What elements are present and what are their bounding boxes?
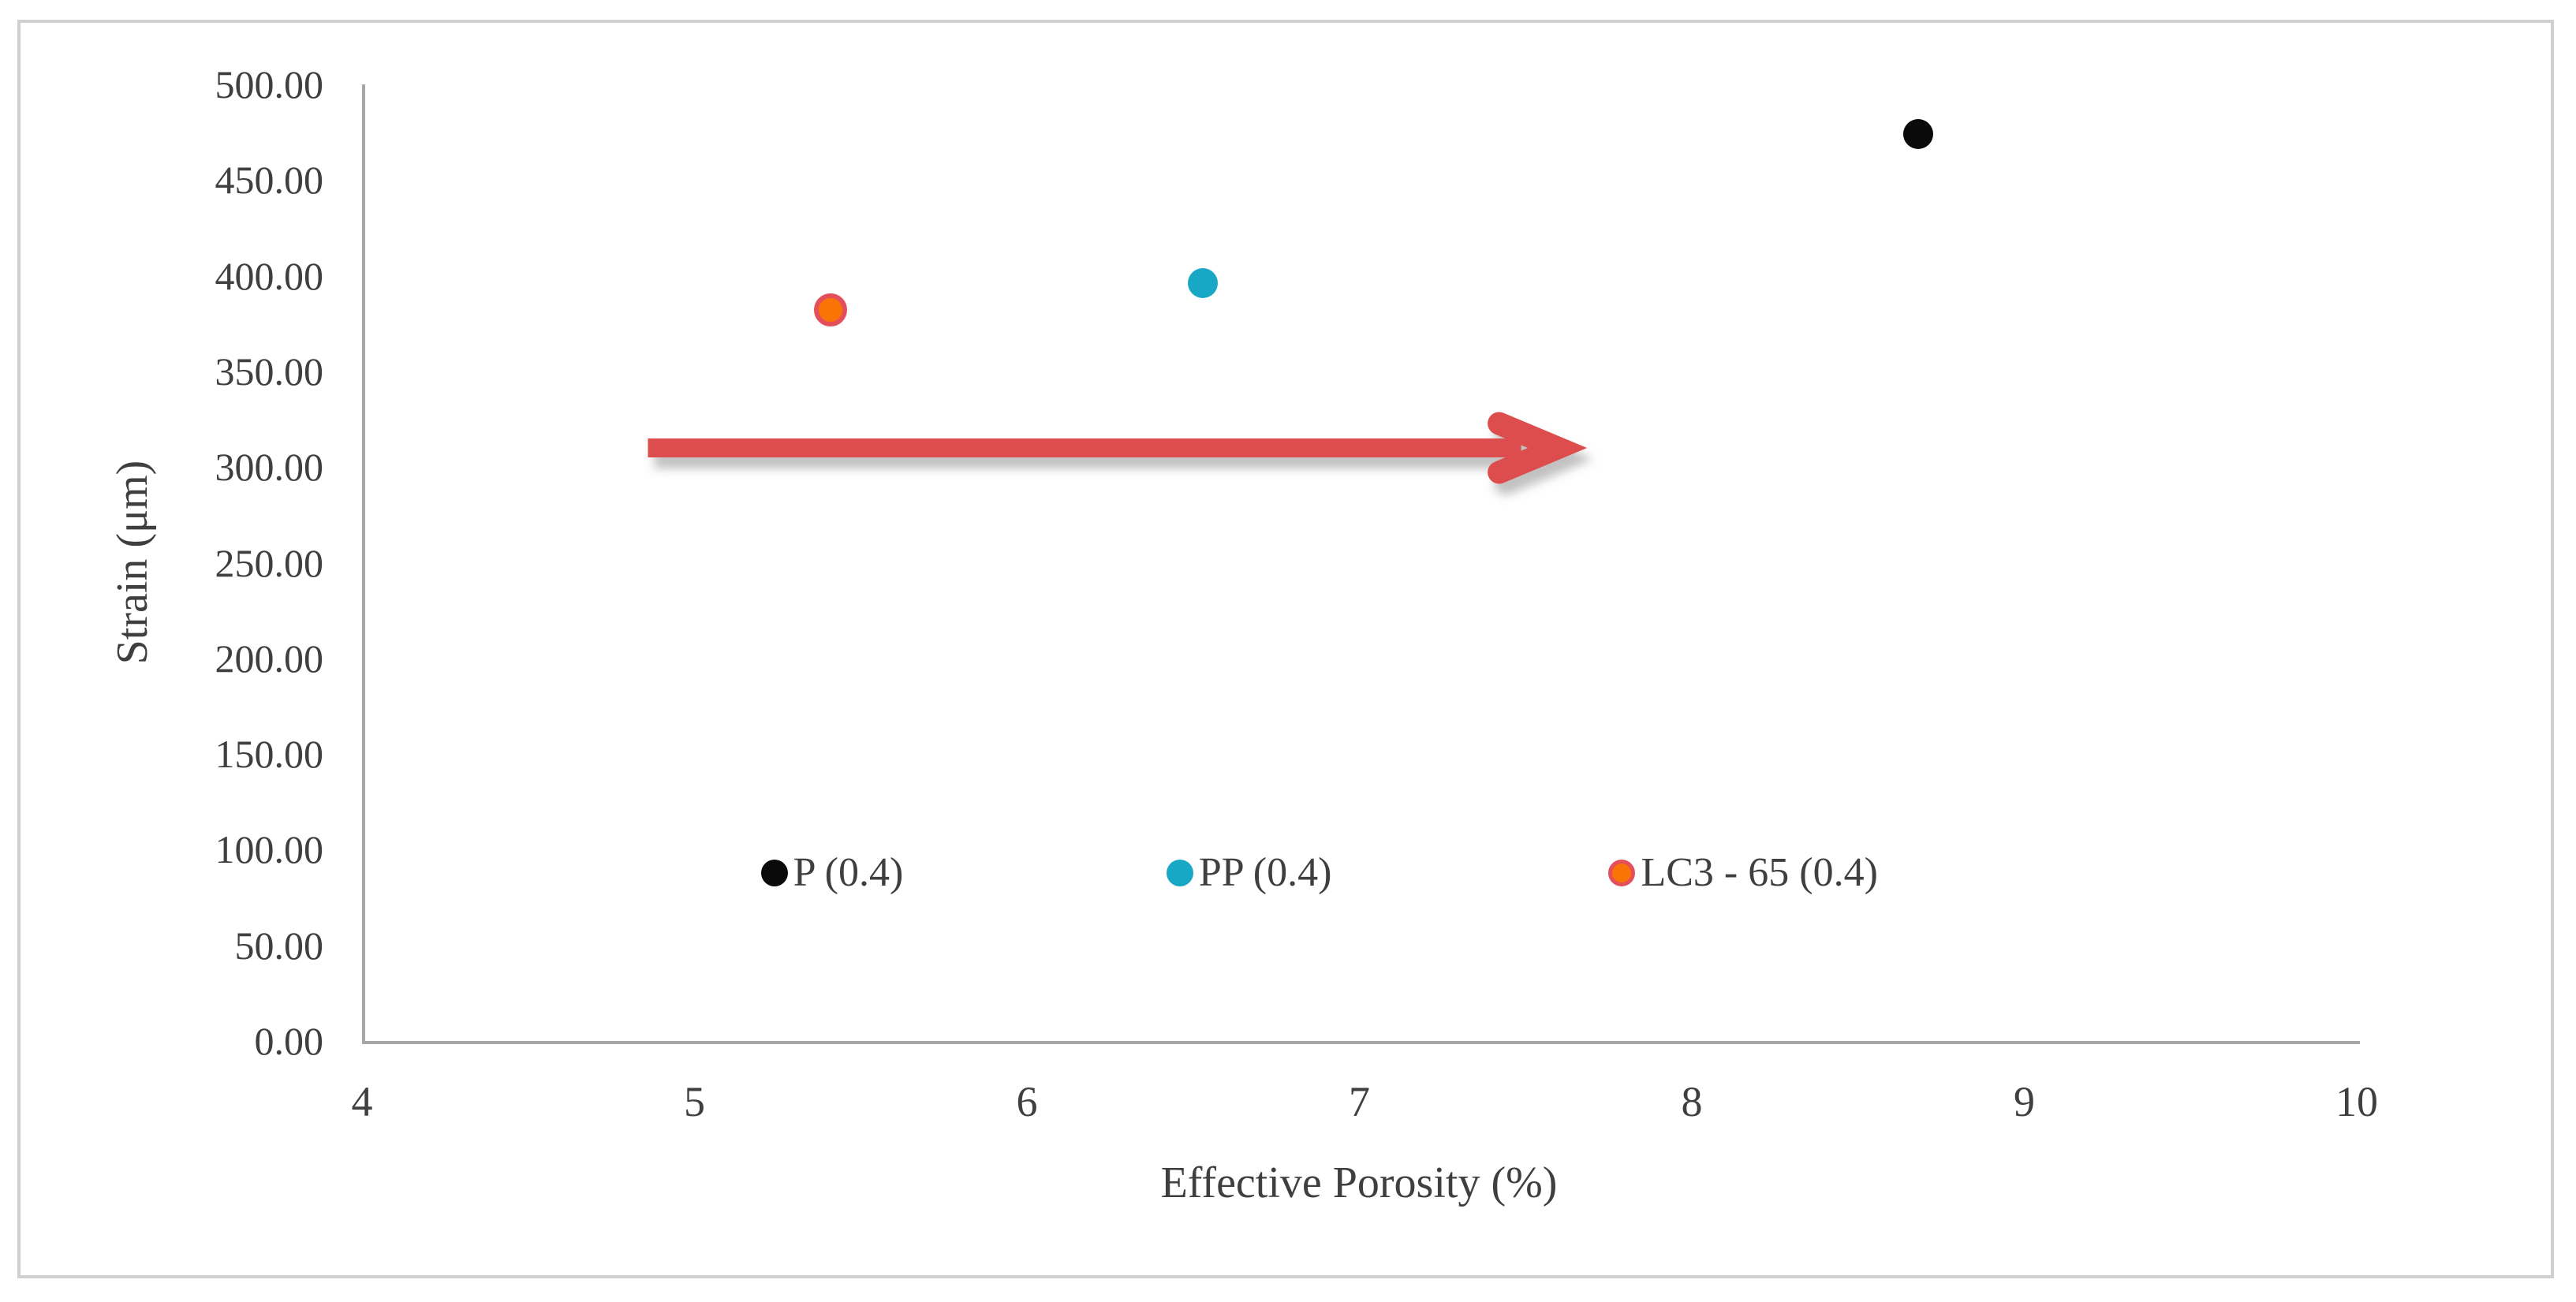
y-tick-label: 450.00 [215, 158, 324, 203]
x-tick-label: 6 [1016, 1078, 1038, 1125]
legend-marker [1608, 859, 1636, 886]
legend-marker [1166, 859, 1193, 886]
y-tick-label: 250.00 [215, 540, 324, 585]
data-point [814, 293, 848, 327]
legend-label: LC3 - 65 (0.4) [1641, 849, 1878, 895]
y-tick-label: 50.00 [234, 923, 324, 968]
y-axis-title: Strain (μm) [108, 460, 157, 665]
x-tick-label: 5 [684, 1078, 705, 1125]
y-tick-label: 500.00 [215, 62, 324, 106]
legend-label: PP (0.4) [1198, 849, 1332, 895]
x-axis-title: Effective Porosity (%) [1160, 1158, 1558, 1207]
legend-marker [760, 859, 788, 886]
y-tick-label: 200.00 [215, 636, 324, 681]
data-point [1188, 268, 1219, 299]
x-tick-label: 8 [1681, 1078, 1703, 1125]
y-tick-label: 350.00 [215, 349, 324, 394]
x-tick-label: 10 [2335, 1078, 2378, 1125]
legend-label: P (0.4) [793, 849, 904, 895]
y-tick-label: 150.00 [215, 732, 324, 777]
y-tick-label: 300.00 [215, 445, 324, 490]
data-point [1902, 119, 1933, 150]
plot-area [362, 84, 2360, 1044]
x-tick-label: 4 [351, 1078, 373, 1125]
x-tick-label: 9 [2014, 1078, 2035, 1125]
x-tick-label: 7 [1349, 1078, 1370, 1125]
y-tick-label: 0.00 [254, 1019, 324, 1063]
y-tick-label: 100.00 [215, 827, 324, 872]
y-tick-label: 400.00 [215, 253, 324, 298]
